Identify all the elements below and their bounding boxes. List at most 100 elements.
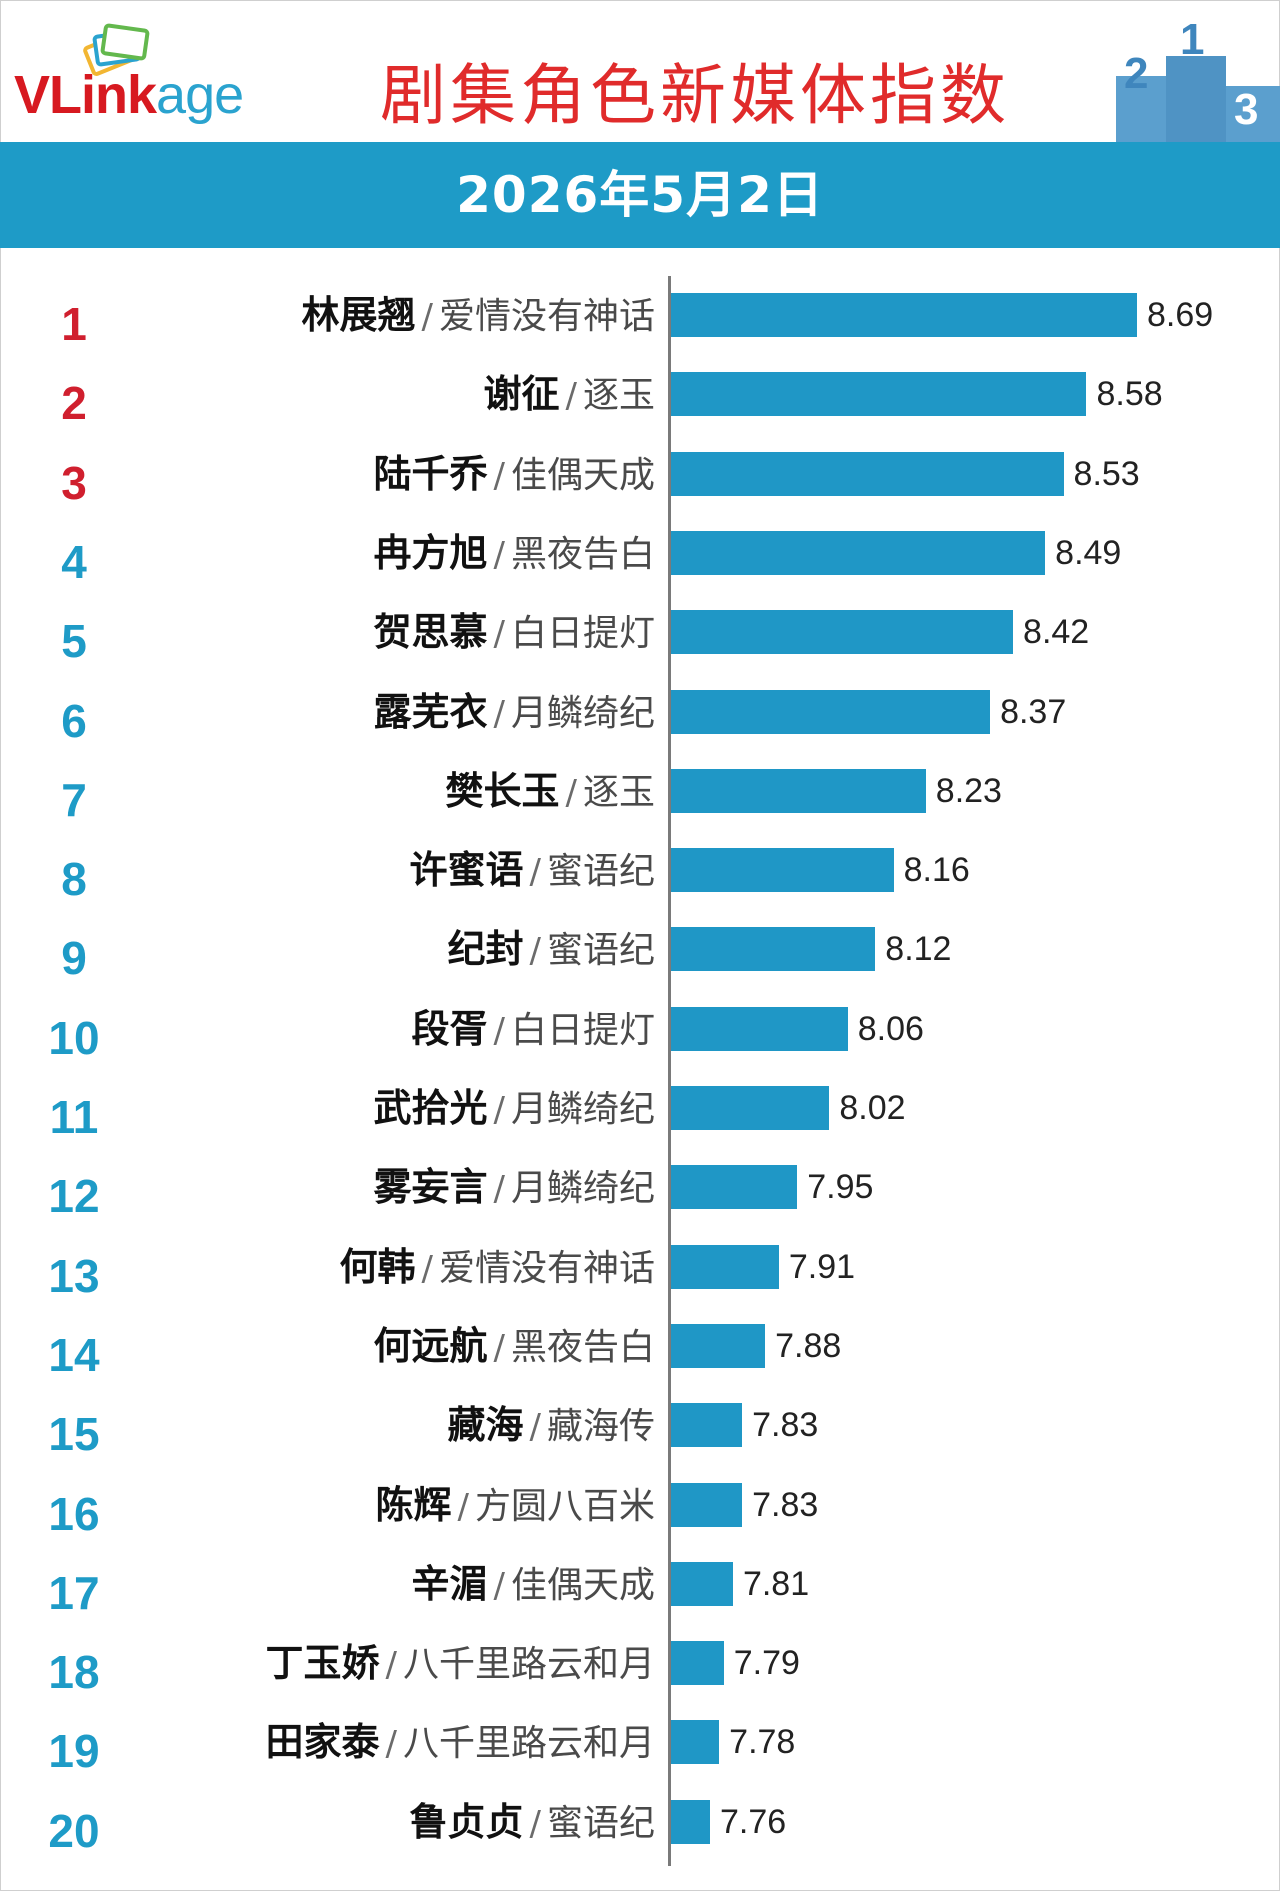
character-name: 何韩 [339,1244,416,1289]
rank-number: 3 [61,456,87,509]
bar [671,372,1087,417]
row-label: 武拾光 / 月鳞绮纪 [374,1083,656,1133]
rank-number: 9 [61,932,87,985]
bar [671,1641,724,1686]
show-name: 黑夜告白 [510,533,655,575]
character-name: 段胥 [411,1006,488,1051]
date-text: 2026年5月2日 [456,166,824,224]
row-label: 谢征 / 逐玉 [484,369,656,419]
separator: / [493,614,505,655]
character-name: 贺思慕 [373,610,488,655]
separator: / [421,1248,433,1289]
bar [671,1799,710,1844]
bar-value-label: 8.16 [903,851,970,890]
bar [671,848,894,893]
bar [671,1720,720,1765]
row-label: 纪封 / 蜜语纪 [448,924,656,974]
show-name: 爱情没有神话 [438,1247,655,1289]
rank-number: 13 [48,1249,100,1302]
header: VLinkage 剧集角色新媒体指数 2 1 3 [0,0,1280,142]
row-label: 丁玉娇 / 八千里路云和月 [266,1638,656,1688]
character-name: 纪封 [447,927,524,972]
rank-number: 12 [48,1170,100,1223]
bar [671,689,991,734]
show-name: 蜜语纪 [546,1802,655,1844]
bar [671,1244,779,1289]
row-label: 贺思慕 / 白日提灯 [374,607,656,657]
date-banner: 2026年5月2日 [0,142,1280,248]
rank-number: 1 [61,298,87,350]
row-label: 段胥 / 白日提灯 [412,1004,656,1054]
row-label: 露芜衣 / 月鳞绮纪 [374,687,656,737]
character-name: 林展翘 [301,293,416,337]
show-name: 白日提灯 [510,613,655,655]
row-label: 陆千乔 / 佳偶天成 [374,449,656,499]
podium-icon: 2 1 3 [1116,20,1280,142]
separator: / [385,1645,397,1686]
row-label: 辛湄 / 佳偶天成 [412,1559,656,1609]
podium-2: 2 [1124,49,1148,98]
show-name: 佳偶天成 [510,454,655,496]
character-name: 何远航 [373,1323,488,1368]
row-label: 田家泰 / 八千里路云和月 [266,1717,656,1767]
show-name: 白日提灯 [510,1009,655,1051]
row-label: 许蜜语 / 蜜语纪 [410,845,656,895]
row-label: 藏海 / 藏海传 [448,1400,656,1450]
character-name: 雾妄言 [373,1165,488,1210]
bar [671,1006,848,1051]
bar [671,530,1046,575]
bar-value-label: 8.42 [1023,613,1090,652]
character-name: 丁玉娇 [265,1641,380,1686]
bar [671,768,926,813]
separator: / [493,1090,505,1130]
vlinkage-logo: VLinkage [14,18,284,128]
show-name: 黑夜告白 [510,1326,655,1368]
bar-value-label: 8.53 [1073,454,1140,493]
row-label: 陈辉 / 方圆八百米 [376,1480,656,1530]
bar-value-label: 8.12 [885,930,952,969]
character-name: 露芜衣 [373,689,488,734]
separator: / [529,852,541,893]
character-name: 鲁贞贞 [409,1799,524,1844]
bar-value-label: 8.23 [935,771,1002,810]
rank-number: 6 [61,694,87,747]
bar-value-label: 8.69 [1147,296,1214,334]
character-name: 冉方旭 [373,530,488,575]
show-name: 八千里路云和月 [402,1723,655,1765]
bar-value-label: 7.95 [807,1168,874,1207]
cards-icon [83,23,150,76]
podium-1: 1 [1180,20,1204,64]
show-name: 方圆八百米 [474,1485,655,1527]
separator: / [493,455,505,496]
character-name: 陆千乔 [373,451,488,496]
character-name: 陈辉 [375,1482,452,1527]
ranking-chart: 1 林展翘 / 爱情没有神话 8.69 2 谢征 / 逐玉 8.58 3 陆千乔 / 佳偶天成 8.53 4 冉… [0,250,1280,1891]
show-name: 月鳞绮纪 [510,1089,655,1130]
logo-text: VLinkage [14,65,244,125]
bar-value-label: 8.06 [857,1009,924,1048]
character-name: 谢征 [483,372,560,417]
separator: / [565,772,577,813]
show-name: 蜜语纪 [546,930,655,972]
bar-value-label: 7.83 [752,1406,819,1445]
row-label: 何远航 / 黑夜告白 [374,1321,656,1371]
bar [671,1323,766,1368]
bar [671,1165,798,1210]
character-name: 武拾光 [373,1086,488,1130]
row-label: 冉方旭 / 黑夜告白 [374,528,656,578]
separator: / [493,1010,505,1051]
show-name: 月鳞绮纪 [510,692,655,734]
bar-value-label: 7.76 [720,1802,787,1841]
rank-number: 14 [48,1328,100,1381]
bar [671,451,1064,496]
rank-number: 15 [48,1408,100,1461]
show-name: 逐玉 [582,771,655,813]
bar-value-label: 7.79 [733,1644,800,1683]
rank-number: 18 [48,1646,100,1699]
separator: / [529,1407,541,1448]
character-name: 田家泰 [265,1720,380,1765]
bar-value-label: 8.58 [1096,375,1163,414]
separator: / [493,1327,505,1368]
separator: / [385,1724,397,1765]
podium-3: 3 [1234,85,1258,134]
